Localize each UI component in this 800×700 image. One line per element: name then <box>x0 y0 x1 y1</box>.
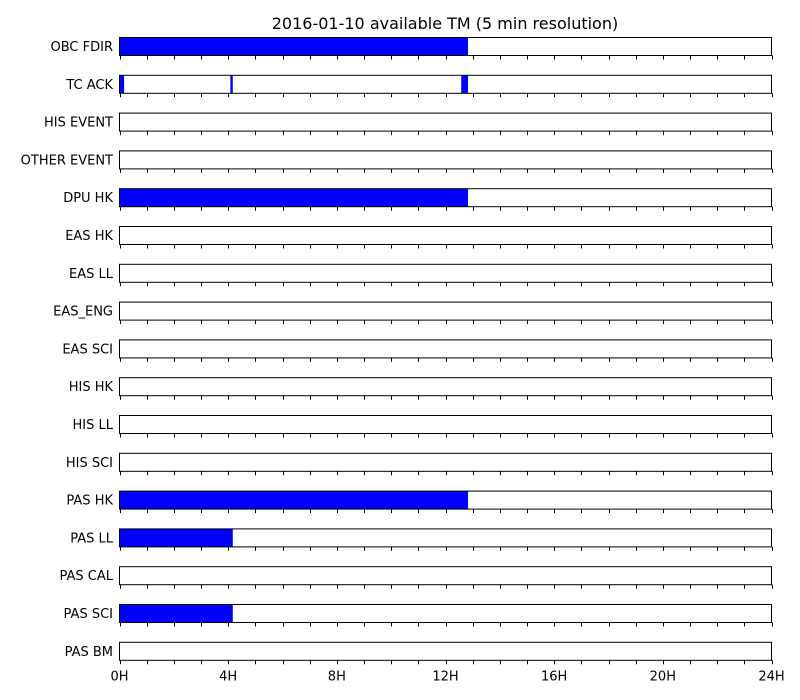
availability-bar <box>119 188 469 207</box>
chart-rows: OBC FDIR TC ACK HIS EVENT OTHER EVENT DPU HK… <box>21 37 773 665</box>
row-frame <box>119 188 772 208</box>
row-label: PAS CAL <box>60 569 114 584</box>
chart-title: 2016-01-10 available TM (5 min resolutio… <box>272 14 618 33</box>
row-label: HIS SCI <box>66 456 113 471</box>
chart-row: OTHER EVENT <box>21 150 773 173</box>
chart-row: HIS LL <box>73 415 773 438</box>
row-frame <box>119 377 772 397</box>
availability-bar <box>461 75 469 94</box>
x-tick-label: 4H <box>219 669 237 684</box>
chart-row: PAS BM <box>65 641 773 665</box>
chart-row: EAS HK <box>65 226 773 249</box>
row-label: HIS HK <box>69 380 114 395</box>
row-label: PAS HK <box>66 494 113 509</box>
row-frame <box>119 528 772 548</box>
chart-row: PAS LL <box>70 528 773 551</box>
availability-bar <box>119 491 469 510</box>
x-tick-label: 16H <box>541 669 567 684</box>
row-frame <box>119 112 772 132</box>
availability-bar <box>119 75 125 94</box>
chart-row: PAS CAL <box>60 566 773 589</box>
chart-row: TC ACK <box>65 74 773 98</box>
chart-row: EAS SCI <box>62 339 773 362</box>
chart-row: EAS_ENG <box>53 301 773 325</box>
row-frame <box>119 226 772 245</box>
availability-bar <box>119 528 233 547</box>
row-label: EAS SCI <box>62 342 113 357</box>
chart-row: DPU HK <box>63 188 773 211</box>
row-frame <box>119 415 772 434</box>
row-label: HIS EVENT <box>44 116 113 131</box>
chart-row: OBC FDIR <box>51 37 773 60</box>
chart-row: PAS SCI <box>64 604 773 627</box>
row-label: EAS HK <box>65 229 113 244</box>
chart-row: HIS SCI <box>66 452 773 476</box>
row-frame <box>119 74 772 94</box>
chart-row: PAS HK <box>66 490 773 514</box>
row-label: OBC FDIR <box>51 40 114 55</box>
row-frame <box>119 150 772 170</box>
availability-bar <box>119 604 233 623</box>
row-frame <box>119 641 772 661</box>
row-label: HIS LL <box>73 418 114 433</box>
x-tick-label: 24H <box>758 669 784 684</box>
x-tick-label: 12H <box>432 669 458 684</box>
row-label: PAS LL <box>70 531 114 546</box>
row-frame <box>119 452 772 472</box>
row-label: PAS SCI <box>64 607 113 622</box>
row-frame <box>119 604 772 623</box>
chart-row: EAS LL <box>69 263 773 287</box>
row-frame <box>119 263 772 283</box>
row-frame <box>119 490 772 510</box>
row-label: EAS_ENG <box>53 305 113 320</box>
x-tick-label: 0H <box>110 669 128 684</box>
row-label: OTHER EVENT <box>21 153 113 168</box>
chart-row: HIS HK <box>69 377 773 400</box>
availability-bar <box>230 75 233 94</box>
row-label: EAS LL <box>69 267 114 282</box>
chart-row: HIS EVENT <box>44 112 773 136</box>
row-label: PAS BM <box>65 645 113 660</box>
row-label: TC ACK <box>65 78 113 93</box>
row-frame <box>119 339 772 359</box>
row-frame <box>119 37 772 56</box>
row-label: DPU HK <box>63 191 113 206</box>
availability-bar <box>119 37 469 56</box>
row-frame <box>119 301 772 321</box>
x-tick-label: 8H <box>328 669 346 684</box>
row-frame <box>119 566 772 586</box>
x-tick-label: 20H <box>650 669 676 684</box>
x-axis: 0H 4H 8H 12H 16H 20H 24H <box>110 669 784 684</box>
